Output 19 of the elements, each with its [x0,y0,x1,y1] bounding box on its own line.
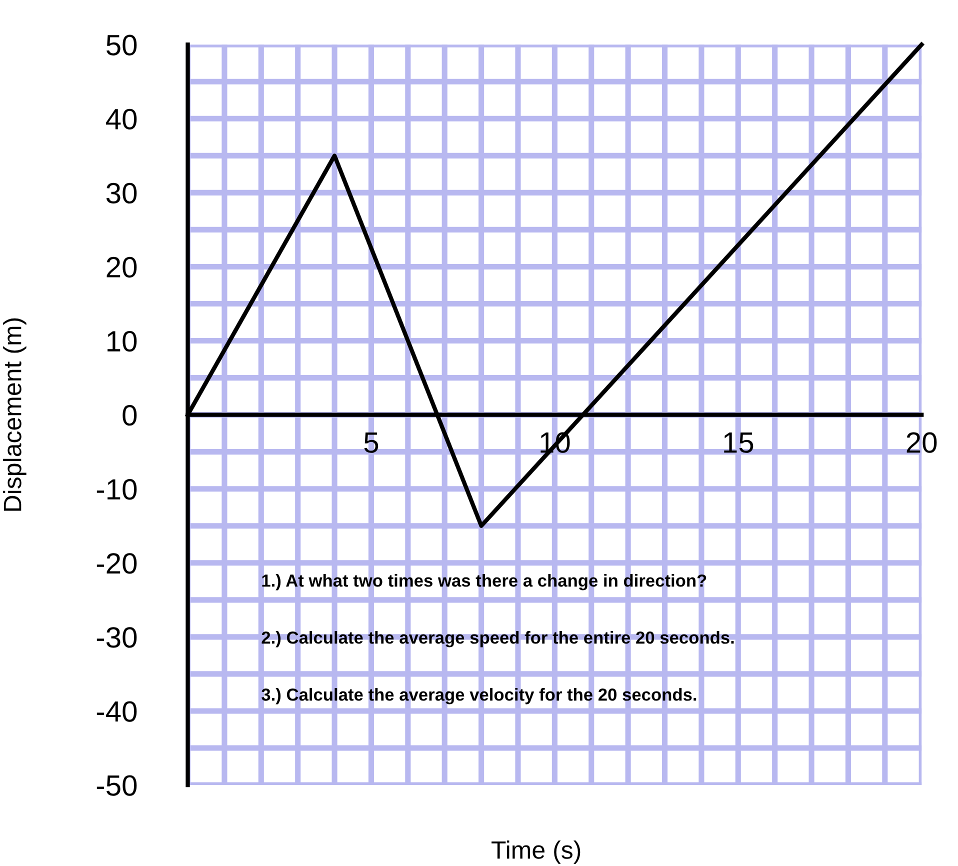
y-tick-label: 30 [106,182,137,204]
y-tick-label: -30 [96,627,137,648]
x-tick-label: 20 [906,432,937,453]
y-tick-label: 10 [108,330,137,352]
y-tick-label: -20 [96,553,137,574]
x-tick-label: 15 [724,432,754,453]
y-tick-label: 20 [106,256,137,278]
y-tick-label: 40 [106,108,137,130]
x-tick-label: 5 [364,432,378,453]
annotation: 2.) Calculate the average speed for the entire 20 seconds. [262,631,734,648]
annotation: 3.) Calculate the average velocity for the 20 seconds. [262,688,696,704]
x-axis-title: Time (s) [492,840,580,864]
y-tick-label: -10 [96,479,137,500]
y-tick-label: -50 [96,775,137,796]
annotation: 1.) At what two times was there a change in direction? [262,574,706,590]
y-axis-title: Displacement (m) [3,318,26,511]
y-tick-label: 50 [106,34,137,56]
y-tick-label: -40 [96,701,137,722]
y-tick-label: 0 [122,405,137,426]
